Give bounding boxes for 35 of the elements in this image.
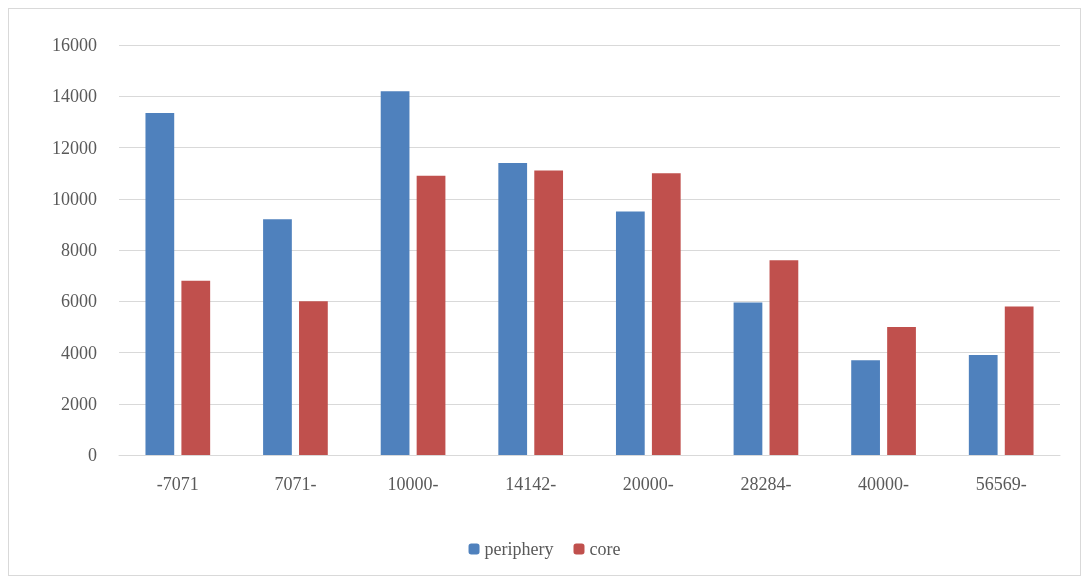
bar <box>615 211 645 455</box>
bar <box>733 302 763 455</box>
x-tick-label: 14142- <box>505 474 557 494</box>
y-tick-label: 10000 <box>52 188 97 209</box>
bar <box>299 301 328 455</box>
bar <box>887 326 916 455</box>
bar <box>498 162 528 455</box>
bar <box>181 280 211 455</box>
bar <box>851 360 880 455</box>
bar <box>769 260 799 455</box>
bar <box>968 355 998 455</box>
y-tick-label: 8000 <box>61 240 97 260</box>
x-tick-label: 20000- <box>622 474 674 494</box>
bar <box>651 173 681 455</box>
x-tick-label: 10000- <box>387 474 439 494</box>
x-tick-label: 7071- <box>274 474 317 494</box>
bar <box>145 112 175 455</box>
y-tick-label: 14000 <box>52 86 97 107</box>
legend-label: periphery <box>484 539 554 559</box>
y-tick-label: 12000 <box>52 137 97 158</box>
bar <box>380 91 410 455</box>
legend-label: core <box>589 539 621 559</box>
y-tick-label: 0 <box>88 445 97 465</box>
y-tick-label: 6000 <box>61 291 97 312</box>
x-tick-label: 56569- <box>975 474 1027 494</box>
bar <box>416 175 446 455</box>
x-tick-label: -7071 <box>156 474 199 494</box>
y-tick-label: 16000 <box>52 35 97 55</box>
bar <box>263 219 292 455</box>
x-tick-label: 40000- <box>858 474 910 494</box>
x-tick-label: 28284- <box>740 474 792 494</box>
bar <box>534 170 564 455</box>
bar <box>1004 306 1034 455</box>
y-tick-label: 4000 <box>61 342 97 363</box>
y-tick-label: 2000 <box>61 393 97 414</box>
